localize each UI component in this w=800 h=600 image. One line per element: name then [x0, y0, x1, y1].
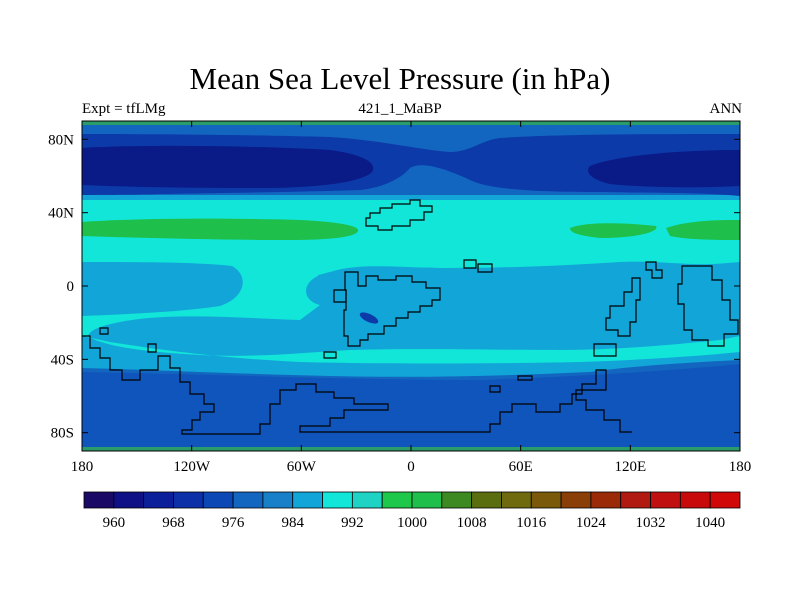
- coastline-east-small-island: [593, 343, 617, 357]
- coastline-small-island-e: [323, 351, 337, 359]
- field-band-subtropical-high: [82, 200, 740, 364]
- coastline-small-island-b: [463, 259, 477, 269]
- colorbar-swatch: [411, 491, 443, 509]
- x-tick-label: 0: [407, 459, 415, 475]
- coastline-central-continent: [343, 271, 441, 347]
- colorbar-label: 1040: [695, 515, 725, 531]
- x-tick-label: 180: [71, 459, 94, 475]
- colorbar-label: 1000: [397, 515, 427, 531]
- x-tick-label: 60E: [509, 459, 533, 475]
- x-tick-label: 120W: [173, 459, 211, 475]
- coastline-small-island-g: [489, 385, 501, 393]
- x-tick-label: 60W: [287, 459, 317, 475]
- chart-title: Mean Sea Level Pressure (in hPa): [189, 61, 611, 96]
- experiment-label: Expt = tfLMg: [82, 101, 166, 117]
- coastline-small-island-f: [517, 375, 533, 381]
- coastlines: [82, 199, 739, 435]
- colorbar-label: 1016: [516, 515, 547, 531]
- colorbar-label: 960: [103, 515, 126, 531]
- run-id-label: 421_1_MaBP: [358, 101, 442, 117]
- x-axis: 180 120W 60W 0 60E 120E 180: [71, 121, 752, 475]
- y-tick-label: 80S: [51, 426, 74, 442]
- colorbar-label: 968: [162, 515, 185, 531]
- y-tick-label: 40S: [51, 352, 74, 368]
- coastline-small-island-a: [333, 289, 347, 303]
- field-north-low-core-west: [82, 145, 374, 188]
- coastline-small-island-c: [477, 263, 493, 273]
- colorbar-swatch: [709, 491, 741, 509]
- field-tongue-west: [82, 262, 243, 316]
- x-tick-label: 120E: [614, 459, 646, 475]
- colorbar-swatch: [143, 491, 174, 509]
- colorbar-swatch: [322, 491, 353, 509]
- colorbar-swatch: [560, 491, 592, 509]
- colorbar-swatch: [113, 491, 145, 509]
- coastline-west-small-island-b: [147, 343, 157, 353]
- field-south-band: [82, 364, 740, 451]
- coastline-north-island: [365, 199, 433, 231]
- colorbar-label: 1024: [576, 515, 607, 531]
- colorbar-label: 1008: [457, 515, 487, 531]
- field-tongue-center: [318, 267, 591, 324]
- coastline-west-small-island-a: [99, 327, 109, 335]
- colorbar-swatch: [530, 491, 562, 509]
- colorbar-label: 1032: [636, 515, 666, 531]
- colorbar-swatch: [471, 491, 502, 509]
- colorbar-swatch: [292, 491, 323, 509]
- colorbar-swatch: [679, 491, 711, 509]
- field-tongue-east: [620, 262, 740, 319]
- field-green-belt-east: [666, 220, 740, 240]
- colorbar-label: 976: [222, 515, 245, 531]
- coastline-east-continent: [605, 277, 641, 337]
- colorbar-swatch: [501, 491, 532, 509]
- y-tick-label: 80N: [48, 132, 74, 148]
- coastline-east-landmass: [677, 265, 739, 347]
- field-green-belt-mid: [570, 223, 657, 238]
- colorbar-swatch: [232, 491, 264, 509]
- y-axis: 80N 40N 0 40S 80S: [48, 132, 740, 442]
- colorbar-swatch: [351, 491, 383, 509]
- colorbar-swatch: [620, 491, 651, 509]
- coastline-southern-landmass: [82, 335, 632, 435]
- x-tick-label: 180: [729, 459, 752, 475]
- field-north-low-core-east: [588, 150, 740, 188]
- colorbar: 960 968 976 984 992 1000 1008 1016 1024 1032 1040: [83, 491, 741, 531]
- colorbar-swatch: [83, 491, 115, 509]
- pressure-field: [82, 121, 740, 451]
- field-green-belt-west: [82, 218, 359, 240]
- season-label: ANN: [709, 101, 743, 117]
- y-tick-label: 40N: [48, 206, 74, 222]
- colorbar-label: 984: [281, 515, 304, 531]
- y-tick-label: 0: [67, 279, 75, 295]
- colorbar-swatch: [381, 491, 413, 509]
- colorbar-swatch: [262, 491, 294, 509]
- colorbar-swatch: [173, 491, 204, 509]
- coastline-small-island-d: [645, 261, 663, 279]
- colorbar-swatch: [441, 491, 473, 509]
- colorbar-swatch: [590, 491, 622, 509]
- colorbar-swatch: [650, 491, 681, 509]
- colorbar-swatch: [202, 491, 234, 509]
- colorbar-label: 992: [341, 515, 364, 531]
- field-small-low: [359, 312, 379, 324]
